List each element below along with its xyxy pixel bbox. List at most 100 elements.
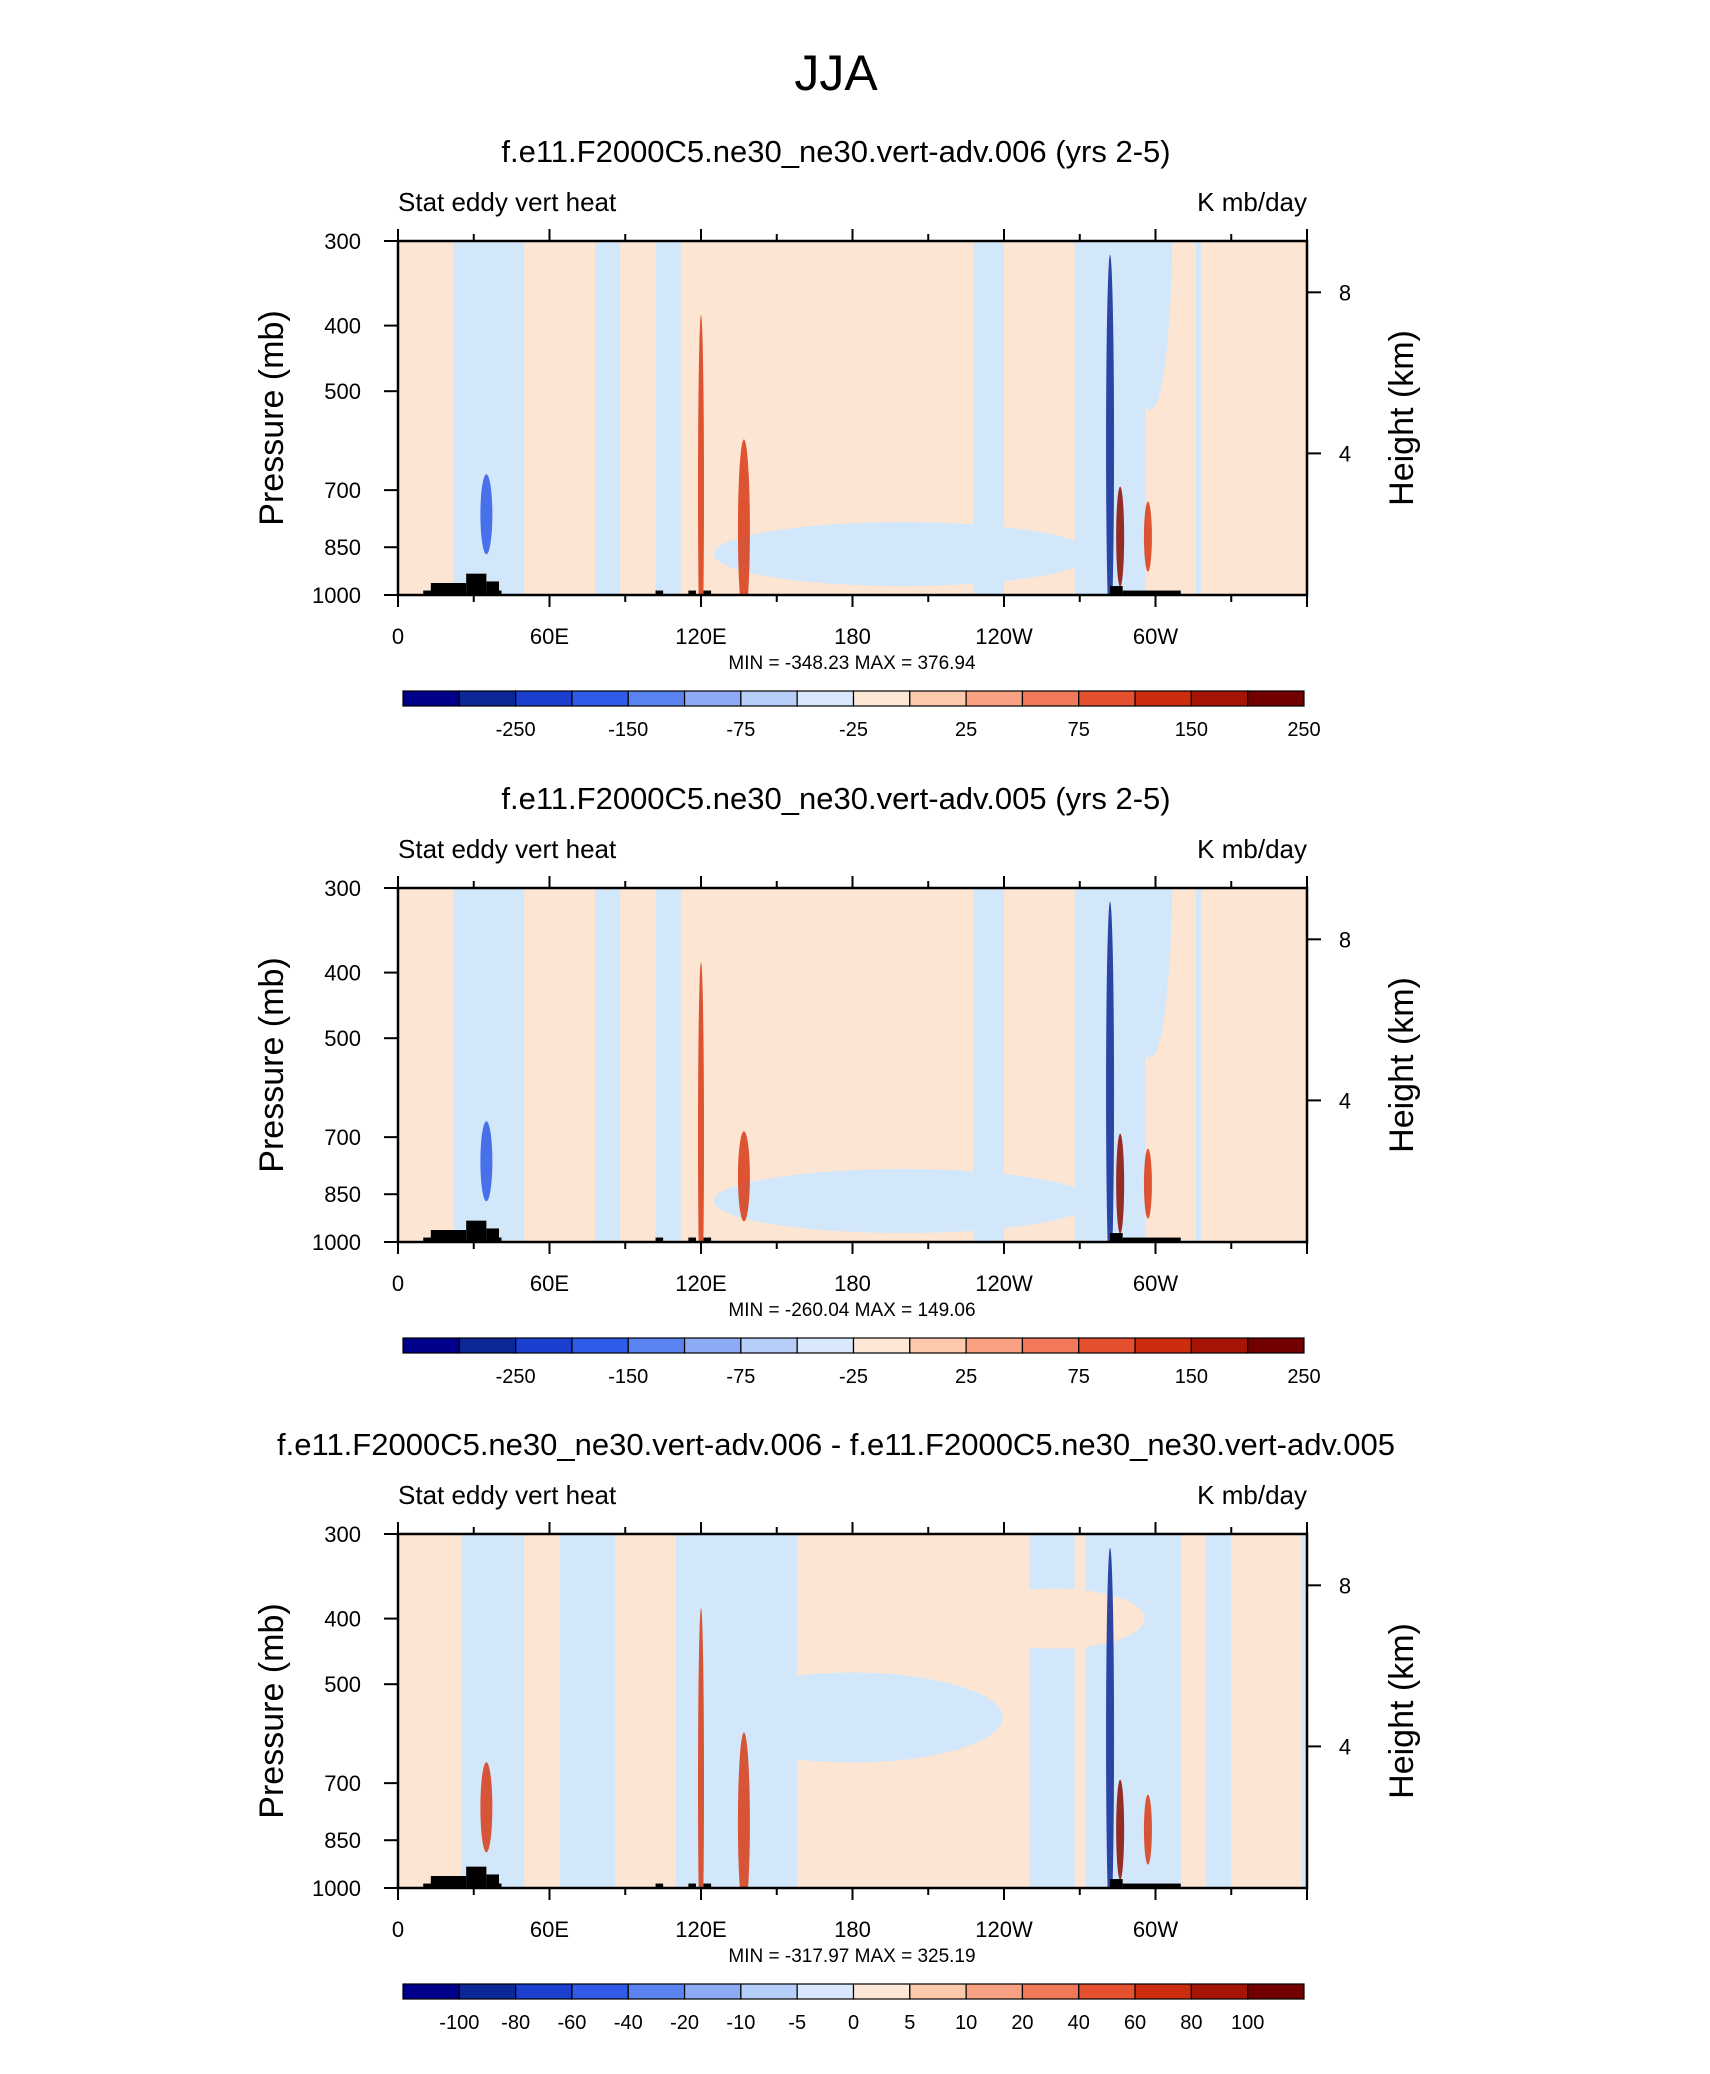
colorbar-label: 5 <box>904 2012 915 2034</box>
topography <box>430 582 467 595</box>
x-tick-label: 60E <box>530 624 569 649</box>
positive-region <box>398 1534 462 1888</box>
x-tick-label: 60E <box>530 1271 569 1296</box>
y-tick-label: 500 <box>324 1026 361 1051</box>
topography <box>466 573 487 595</box>
topography <box>1122 1883 1181 1888</box>
y-tick-label: 850 <box>324 535 361 560</box>
field-band <box>698 1608 704 1888</box>
field-band <box>1106 901 1115 1242</box>
x-tick-label: 120W <box>975 1271 1033 1296</box>
topography <box>688 590 696 595</box>
topography <box>499 590 502 595</box>
positive-region <box>398 888 454 1242</box>
x-tick-label: 60E <box>530 1917 569 1942</box>
colorbar-label: 250 <box>1287 719 1320 741</box>
colorbar-box <box>1021 1337 1080 1354</box>
field-band <box>1143 1148 1152 1219</box>
panel-title: f.e11.F2000C5.ne30_ne30.vert-adv.005 (yr… <box>501 781 1170 816</box>
x-tick-label: 120W <box>975 624 1033 649</box>
negative-region <box>713 522 1093 587</box>
colorbar-label: 10 <box>955 2012 977 2034</box>
field-band <box>1116 486 1125 587</box>
x-tick-label: 120E <box>675 1917 726 1942</box>
colorbar-box <box>796 1337 855 1354</box>
colorbar-box <box>627 690 686 707</box>
colorbar-box <box>458 1983 517 2000</box>
topography <box>466 1220 487 1242</box>
y-tick-label: 700 <box>324 1771 361 1796</box>
y-tick-label: 500 <box>324 1672 361 1697</box>
y-axis-label: Pressure (mb) <box>253 310 291 525</box>
min-max-stats: MIN = -317.97 MAX = 325.19 <box>728 1946 975 1967</box>
y-tick-label: 1000 <box>312 1230 361 1255</box>
colorbar-label: 80 <box>1180 2012 1202 2034</box>
topography <box>688 1883 696 1888</box>
positive-region <box>524 241 595 595</box>
x-tick-label: 0 <box>392 1917 404 1942</box>
colorbar-box <box>683 1983 742 2000</box>
height-tick-label: 4 <box>1339 1734 1351 1759</box>
topography <box>1110 1879 1123 1888</box>
colorbar-label: -250 <box>496 1366 536 1388</box>
colorbar-box <box>1134 690 1192 707</box>
panel-3: f.e11.F2000C5.ne30_ne30.vert-adv.006 - f… <box>253 1427 1421 2034</box>
y-tick-label: 500 <box>324 379 361 404</box>
topography <box>486 1228 499 1242</box>
topography <box>486 1874 499 1888</box>
colorbar-box <box>965 690 1024 707</box>
min-max-stats: MIN = -348.23 MAX = 376.94 <box>728 653 976 674</box>
right-axis-label: Height (km) <box>1383 1623 1421 1799</box>
colorbar-box <box>1190 1983 1249 2000</box>
colorbar-box <box>515 1337 573 1354</box>
colorbar-box <box>571 1337 629 1354</box>
topography <box>703 1237 712 1242</box>
colorbar-box <box>965 1983 1024 2000</box>
colorbar-label: 75 <box>1068 719 1090 741</box>
topography <box>430 1875 467 1888</box>
colorbar-box <box>1247 690 1305 707</box>
colorbar-box <box>1021 1983 1080 2000</box>
x-tick-label: 60W <box>1133 624 1178 649</box>
field-band <box>1116 1779 1125 1880</box>
panel-left-label: Stat eddy vert heat <box>398 1480 617 1510</box>
field-band <box>698 315 704 595</box>
x-tick-label: 0 <box>392 624 404 649</box>
colorbar-box <box>909 1983 967 2000</box>
colorbar-box <box>1021 690 1080 707</box>
x-tick-label: 60W <box>1133 1917 1178 1942</box>
topography <box>430 1229 467 1242</box>
x-tick-label: 60W <box>1133 1271 1178 1296</box>
colorbar-box <box>458 690 517 707</box>
colorbar-box <box>852 1983 911 2000</box>
colorbar-label: -10 <box>726 2012 755 2034</box>
colorbar-box <box>402 1337 460 1354</box>
right-axis-label: Height (km) <box>1383 330 1421 506</box>
negative-region <box>702 1672 1003 1763</box>
colorbar-box <box>1078 1337 1136 1354</box>
y-tick-label: 850 <box>324 1182 361 1207</box>
right-axis-label: Height (km) <box>1383 977 1421 1153</box>
colorbar-label: -25 <box>839 1366 868 1388</box>
colorbar-box <box>852 1337 911 1354</box>
topography <box>703 1883 712 1888</box>
positive-region <box>398 241 454 595</box>
field-band <box>737 1131 750 1222</box>
colorbar-label: -75 <box>726 719 755 741</box>
colorbar-box <box>909 690 967 707</box>
colorbar-box <box>683 690 742 707</box>
positive-region <box>1180 1534 1206 1888</box>
colorbar-box <box>515 690 573 707</box>
y-tick-label: 400 <box>324 961 361 986</box>
colorbar-label: -5 <box>788 2012 806 2034</box>
field-band <box>480 1121 493 1202</box>
topography <box>703 590 712 595</box>
x-tick-label: 180 <box>834 624 871 649</box>
panel-units-label: K mb/day <box>1197 187 1307 217</box>
y-tick-label: 300 <box>324 229 361 254</box>
field-band <box>1106 254 1115 595</box>
colorbar-label: -150 <box>608 1366 648 1388</box>
x-tick-label: 180 <box>834 1271 871 1296</box>
field-band <box>480 1762 493 1853</box>
